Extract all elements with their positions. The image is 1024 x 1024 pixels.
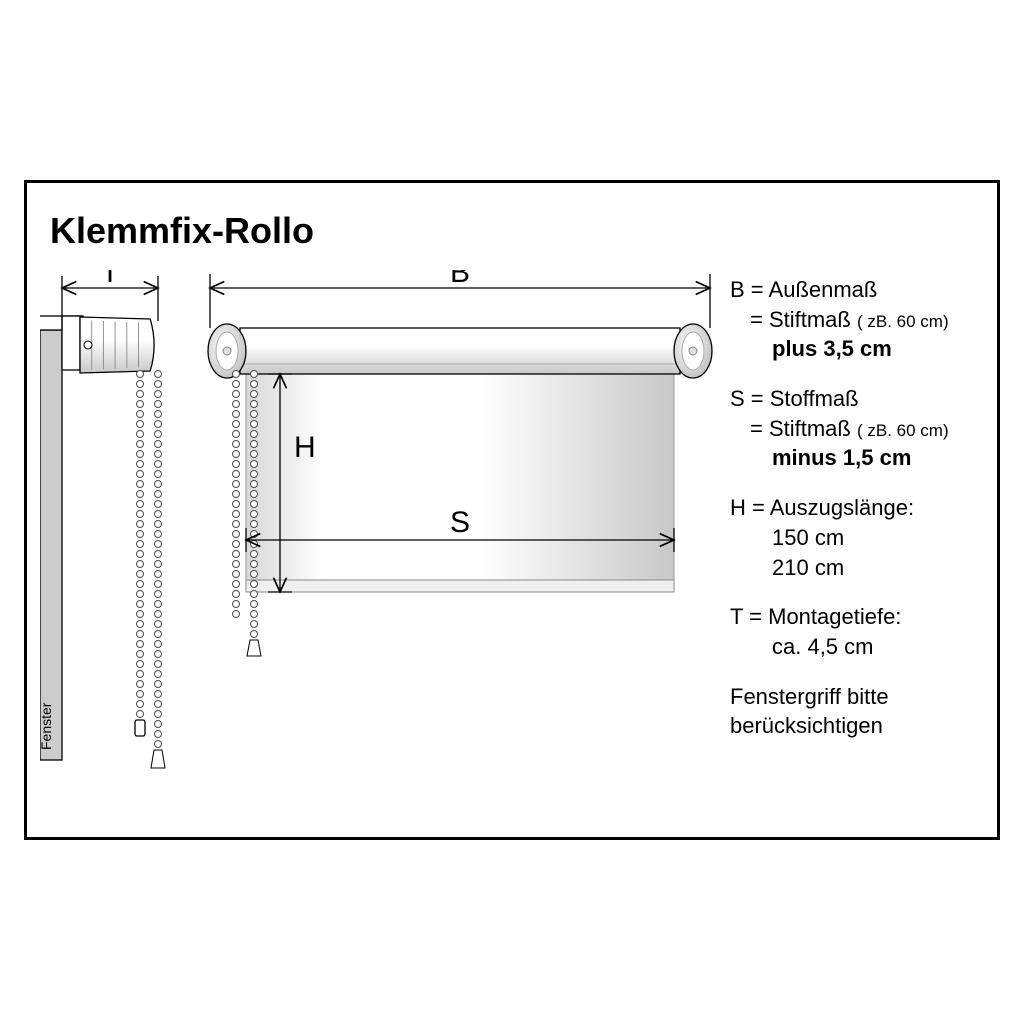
- legend-S-eq: = Stiftmaß: [730, 416, 851, 441]
- legend-T-label: T = Montagetiefe:: [730, 602, 990, 632]
- legend-footer: Fenstergriff bitte berücksichtigen: [730, 682, 990, 741]
- legend-B-plus: plus 3,5 cm: [730, 334, 990, 364]
- legend-H: H = Auszugslänge: 150 cm 210 cm: [730, 493, 990, 582]
- legend-B-note: ( zB. 60 cm): [857, 312, 949, 331]
- svg-text:H: H: [294, 431, 316, 464]
- svg-text:T: T: [101, 270, 119, 289]
- side-view: Fenster T: [40, 270, 165, 768]
- legend-H-label: H = Auszugslänge:: [730, 493, 990, 523]
- legend-T: T = Montagetiefe: ca. 4,5 cm: [730, 602, 990, 661]
- svg-text:Fenster: Fenster: [40, 702, 54, 750]
- front-view: B H S: [208, 270, 712, 656]
- legend: B = Außenmaß = Stiftmaß ( zB. 60 cm) plu…: [730, 275, 990, 761]
- svg-text:B: B: [450, 270, 470, 289]
- title: Klemmfix-Rollo: [50, 210, 314, 252]
- legend-S-label: S = Stoffmaß: [730, 384, 990, 414]
- legend-B: B = Außenmaß = Stiftmaß ( zB. 60 cm) plu…: [730, 275, 990, 364]
- legend-H-val1: 150 cm: [730, 523, 990, 553]
- legend-footer2: berücksichtigen: [730, 711, 990, 741]
- legend-B-eq: = Stiftmaß: [730, 307, 851, 332]
- svg-text:S: S: [450, 506, 470, 539]
- legend-B-label: B = Außenmaß: [730, 275, 990, 305]
- legend-S-minus: minus 1,5 cm: [730, 443, 990, 473]
- legend-T-val: ca. 4,5 cm: [730, 632, 990, 662]
- legend-S: S = Stoffmaß = Stiftmaß ( zB. 60 cm) min…: [730, 384, 990, 473]
- legend-S-note: ( zB. 60 cm): [857, 421, 949, 440]
- technical-diagram: Fenster T B H S: [40, 270, 720, 810]
- legend-footer1: Fenstergriff bitte: [730, 682, 990, 712]
- legend-H-val2: 210 cm: [730, 553, 990, 583]
